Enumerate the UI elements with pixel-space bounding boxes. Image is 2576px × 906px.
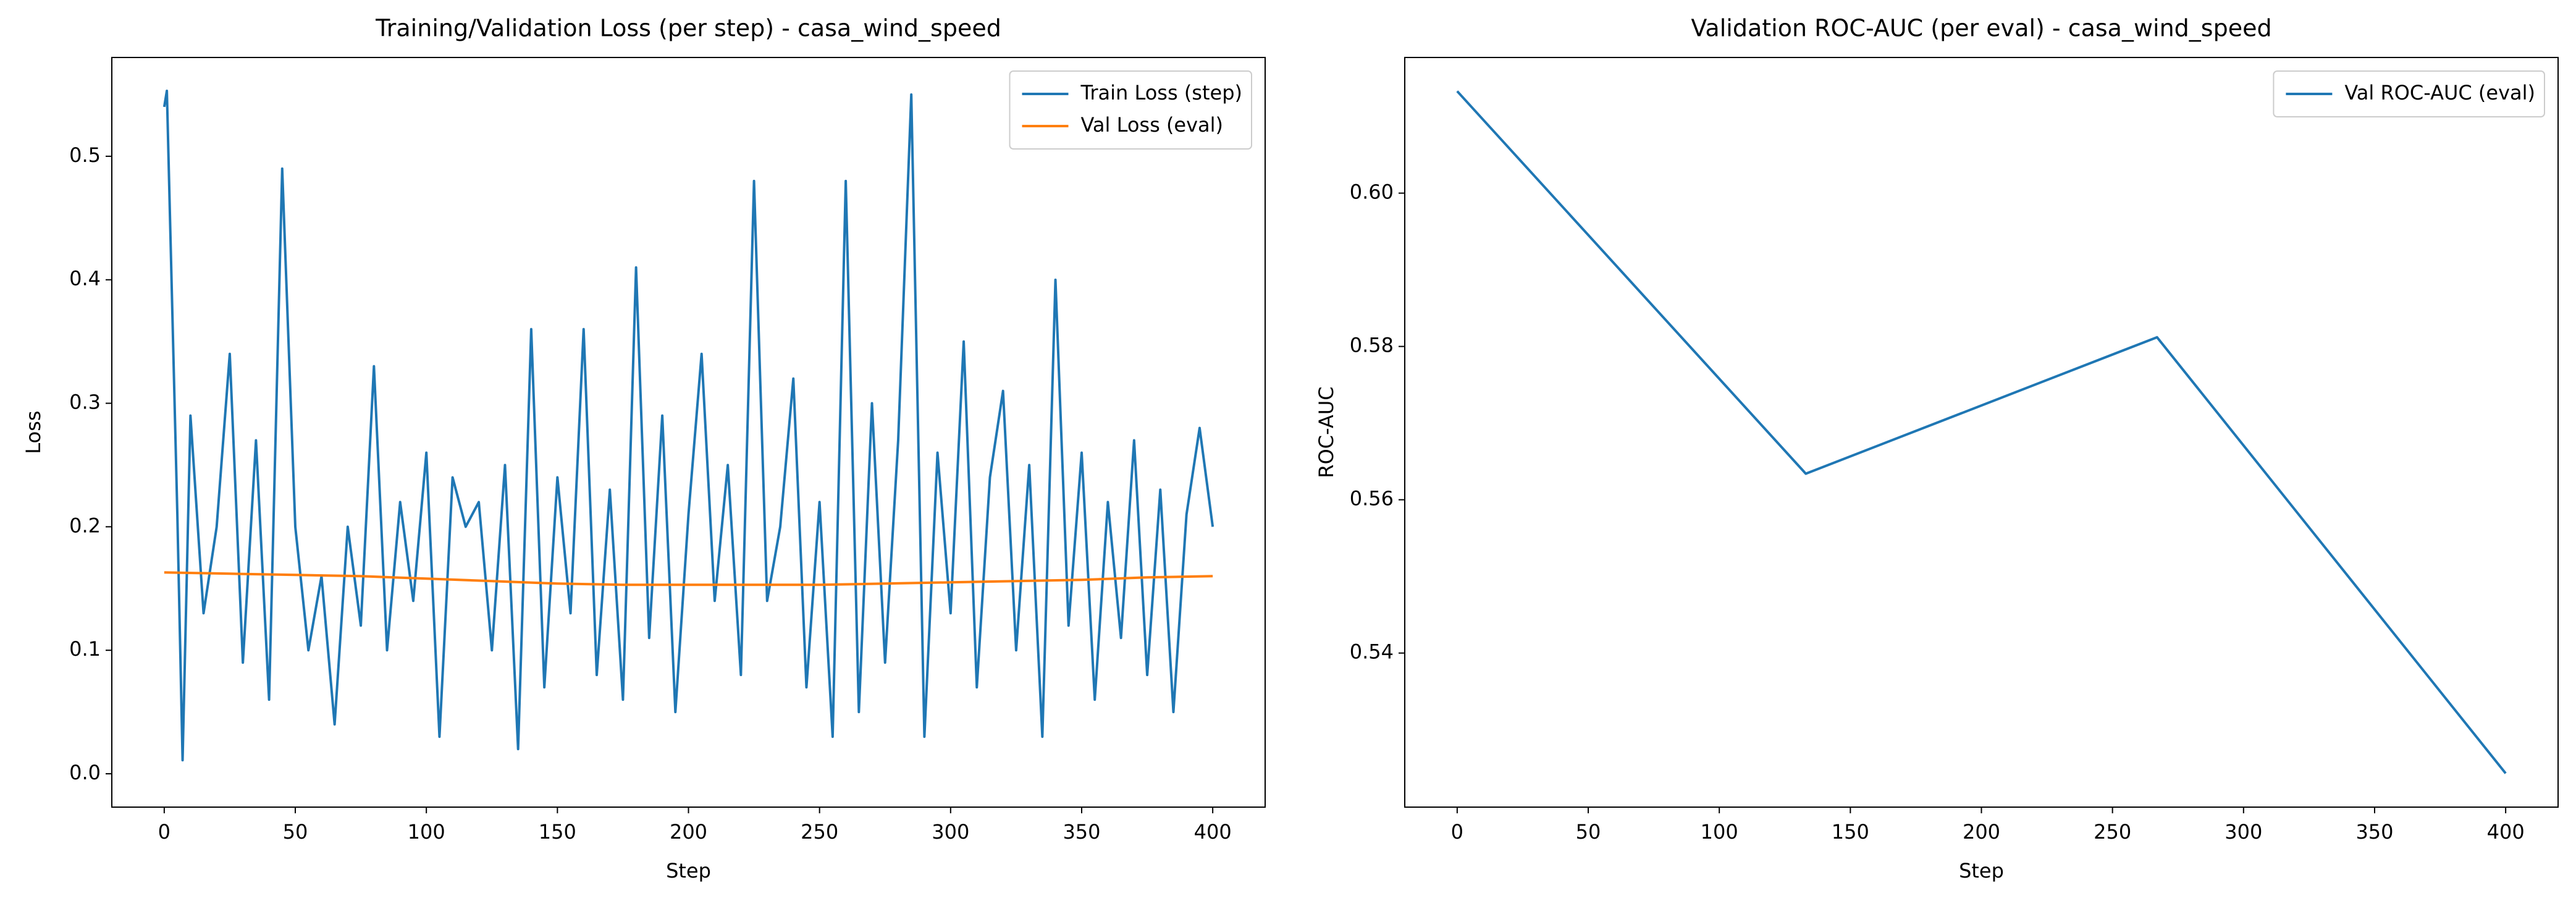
legend-label: Val Loss (eval): [1081, 113, 1224, 137]
legend-box: [2273, 70, 2545, 117]
y-axis-label: ROC-AUC: [1315, 386, 1338, 478]
y-axis-label: Loss: [22, 410, 45, 454]
x-tick-label: 200: [1963, 820, 2000, 844]
x-tick-label: 100: [408, 820, 445, 844]
y-tick-label: 0.56: [1350, 487, 1394, 510]
legend: Train Loss (step) Val Loss (eval): [1009, 70, 1252, 150]
y-tick-label: 0.5: [69, 143, 101, 167]
x-axis-label: Step: [666, 859, 711, 883]
chart-title: Training/Validation Loss (per step) - ca…: [375, 15, 1001, 42]
x-tick-label: 300: [2225, 820, 2262, 844]
legend-label: Train Loss (step): [1080, 81, 1243, 104]
x-tick-label: 0: [1451, 820, 1463, 844]
legend-box: [1009, 70, 1252, 150]
x-tick-label: 50: [283, 820, 308, 844]
series-line: [164, 571, 1213, 586]
x-axis-label: Step: [1959, 859, 2004, 883]
series-line: [1456, 90, 2507, 774]
y-tick-label: 0.4: [69, 267, 101, 290]
legend: Val ROC-AUC (eval): [2273, 70, 2545, 117]
y-tick-label: 0.58: [1350, 334, 1394, 357]
chart-title: Validation ROC-AUC (per eval) - casa_win…: [1691, 15, 2271, 42]
x-tick-label: 200: [670, 820, 707, 844]
x-tick-label: 400: [2487, 820, 2525, 844]
series-line: [162, 89, 1214, 762]
x-tick-label: 250: [801, 820, 838, 844]
x-tick-label: 400: [1194, 820, 1232, 844]
x-tick-label: 0: [158, 820, 170, 844]
y-tick-label: 0.1: [69, 637, 101, 661]
x-tick-label: 150: [1832, 820, 1869, 844]
plot-frame: [111, 57, 1266, 808]
x-tick-label: 350: [1063, 820, 1100, 844]
y-tick-label: 0.3: [69, 391, 101, 414]
x-tick-label: 350: [2355, 820, 2393, 844]
y-tick-label: 0.0: [69, 761, 101, 784]
x-tick-label: 100: [1701, 820, 1738, 844]
y-tick-label: 0.60: [1350, 180, 1394, 204]
y-tick-label: 0.2: [69, 514, 101, 537]
x-tick-label: 300: [932, 820, 969, 844]
chart: Validation ROC-AUC (per eval) - casa_win…: [1315, 15, 2559, 883]
x-tick-label: 250: [2094, 820, 2131, 844]
x-tick-label: 150: [539, 820, 576, 844]
y-tick-label: 0.54: [1350, 640, 1394, 664]
chart: Training/Validation Loss (per step) - ca…: [22, 15, 1266, 883]
x-tick-label: 50: [1576, 820, 1601, 844]
plot-frame: [1404, 57, 2559, 808]
legend-label: Val ROC-AUC (eval): [2344, 81, 2535, 104]
